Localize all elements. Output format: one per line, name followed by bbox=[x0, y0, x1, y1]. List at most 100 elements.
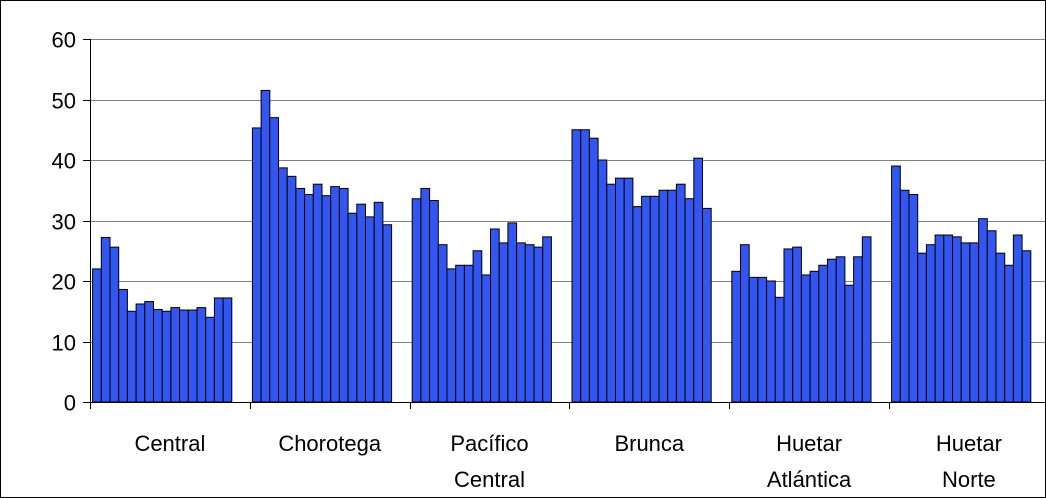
bar-5-14 bbox=[844, 284, 855, 403]
gridlines bbox=[90, 39, 1045, 343]
bar-4-10 bbox=[649, 195, 660, 403]
bar-5-9 bbox=[800, 274, 811, 403]
bar-3-4 bbox=[437, 244, 448, 403]
bar-3-11 bbox=[498, 242, 509, 403]
bar-5-1 bbox=[731, 270, 741, 403]
bar-5-2 bbox=[740, 244, 750, 403]
bar-1-7 bbox=[144, 301, 155, 403]
bar-3-8 bbox=[472, 250, 483, 403]
bar-3-2 bbox=[420, 187, 431, 403]
bar-6-10 bbox=[969, 242, 980, 403]
bars bbox=[92, 89, 1032, 403]
bar-2-11 bbox=[338, 187, 349, 403]
bar-2-4 bbox=[278, 167, 288, 403]
bar-3-14 bbox=[524, 244, 535, 403]
bar-2-5 bbox=[286, 175, 297, 403]
bar-3-12 bbox=[507, 222, 518, 403]
bar-4-12 bbox=[667, 189, 677, 403]
bar-2-8 bbox=[312, 183, 323, 403]
bar-4-9 bbox=[641, 195, 651, 403]
x-category-label: Central bbox=[134, 431, 205, 456]
bar-6-7 bbox=[943, 234, 953, 403]
bar-5-7 bbox=[783, 248, 794, 403]
bar-4-3 bbox=[588, 137, 599, 403]
y-tick-label: 60 bbox=[52, 28, 76, 53]
bar-3-5 bbox=[446, 268, 457, 403]
bar-6-3 bbox=[908, 193, 919, 403]
y-tick-label: 40 bbox=[52, 149, 76, 174]
bar-5-4 bbox=[757, 276, 768, 403]
bar-3-6 bbox=[455, 264, 465, 403]
bar-4-8 bbox=[632, 206, 643, 403]
bar-6-2 bbox=[899, 189, 910, 403]
bar-4-1 bbox=[571, 129, 582, 403]
bar-3-1 bbox=[411, 198, 422, 403]
y-tick-label: 20 bbox=[52, 270, 76, 295]
bar-6-11 bbox=[978, 218, 988, 403]
bar-2-7 bbox=[304, 193, 314, 403]
bar-3-3 bbox=[429, 200, 439, 403]
bar-6-12 bbox=[986, 230, 997, 403]
x-category-label: Chorotega bbox=[278, 431, 382, 456]
bar-1-6 bbox=[135, 303, 146, 403]
bar-1-5 bbox=[126, 310, 137, 403]
bar-4-15 bbox=[693, 157, 703, 403]
x-category-label: Huetar bbox=[776, 431, 842, 456]
bar-2-15 bbox=[373, 201, 384, 403]
x-category-label: Atlántica bbox=[767, 467, 852, 492]
bar-5-3 bbox=[748, 276, 759, 403]
bar-4-2 bbox=[580, 129, 590, 403]
labels: 0 10 20 30 40 50 60 Central Chorotega Pacífico Cen… bbox=[52, 28, 1002, 493]
bar-2-2 bbox=[260, 89, 271, 403]
bar-5-8 bbox=[792, 246, 802, 403]
bar-1-13 bbox=[196, 307, 207, 403]
bar-4-16 bbox=[702, 207, 712, 403]
bar-2-13 bbox=[356, 203, 366, 403]
bar-2-16 bbox=[382, 224, 393, 403]
bar-6-6 bbox=[934, 234, 945, 403]
y-tick-label: 0 bbox=[64, 391, 76, 416]
bar-6-16 bbox=[1021, 250, 1032, 403]
bar-1-3 bbox=[109, 246, 120, 403]
bar-6-9 bbox=[960, 242, 971, 403]
y-tick-label: 50 bbox=[52, 89, 76, 114]
bar-1-8 bbox=[153, 308, 163, 403]
bar-3-13 bbox=[516, 242, 526, 403]
bar-6-1 bbox=[891, 165, 901, 403]
bar-6-13 bbox=[995, 252, 1006, 403]
bar-1-1 bbox=[92, 268, 102, 403]
bar-2-14 bbox=[365, 216, 375, 403]
bar-4-6 bbox=[615, 177, 625, 403]
x-category-label: Norte bbox=[942, 467, 996, 492]
bar-1-15 bbox=[213, 297, 224, 403]
bar-4-13 bbox=[675, 183, 686, 403]
bar-5-12 bbox=[827, 258, 837, 403]
bar-1-9 bbox=[161, 310, 172, 403]
bar-3-7 bbox=[463, 264, 474, 403]
bar-5-15 bbox=[853, 256, 863, 403]
bar-2-10 bbox=[330, 186, 340, 403]
bar-3-16 bbox=[542, 236, 552, 403]
bar-2-9 bbox=[321, 195, 332, 403]
bar-4-14 bbox=[684, 198, 695, 403]
bar-1-10 bbox=[170, 307, 181, 403]
bar-6-14 bbox=[1004, 264, 1014, 403]
bar-6-15 bbox=[1012, 234, 1023, 403]
bar-2-12 bbox=[347, 212, 358, 403]
bar-5-11 bbox=[818, 264, 828, 403]
x-category-label: Brunca bbox=[614, 431, 684, 456]
bar-4-11 bbox=[658, 189, 669, 403]
bar-1-14 bbox=[205, 316, 215, 403]
y-tick-label: 10 bbox=[52, 331, 76, 356]
y-tick-label: 30 bbox=[52, 210, 76, 235]
bar-1-12 bbox=[187, 309, 198, 403]
bar-5-10 bbox=[809, 270, 820, 403]
x-category-label: Pacífico bbox=[450, 431, 528, 456]
bar-6-4 bbox=[917, 252, 927, 403]
bar-3-9 bbox=[481, 274, 491, 403]
bar-5-13 bbox=[835, 256, 846, 403]
bar-3-15 bbox=[533, 246, 544, 403]
bar-4-7 bbox=[623, 177, 634, 403]
